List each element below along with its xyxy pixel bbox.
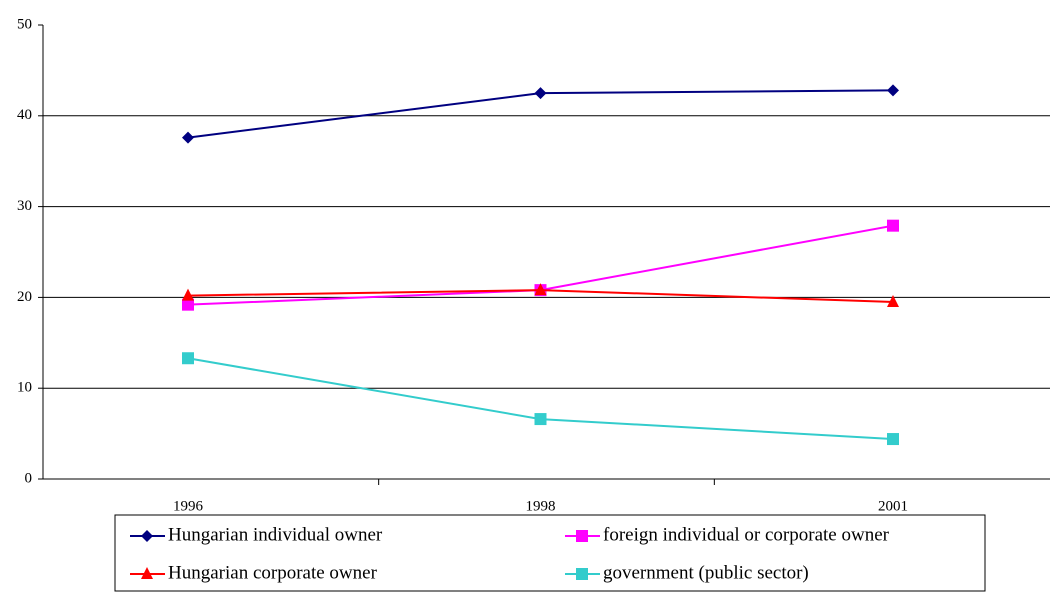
series-line: [187, 357, 894, 441]
legend-label: foreign individual or corporate owner: [603, 524, 890, 545]
x-tick-label: 1998: [526, 498, 556, 514]
y-tick-label: 0: [25, 470, 33, 486]
x-tick-label: 1996: [173, 498, 204, 514]
marker: [887, 433, 899, 446]
marker: [887, 84, 899, 97]
marker: [141, 530, 153, 542]
y-tick-label: 20: [17, 289, 32, 305]
marker: [182, 352, 194, 365]
y-tick-label: 40: [17, 107, 32, 123]
marker: [887, 294, 899, 307]
legend-label: Hungarian corporate owner: [168, 562, 378, 583]
y-tick-label: 50: [17, 16, 32, 32]
y-tick-label: 30: [17, 198, 32, 214]
legend-box: [114, 514, 986, 592]
marker: [534, 413, 547, 426]
x-tick-label: 2001: [878, 498, 908, 514]
legend: Hungarian individual owner foreign indivi…: [130, 524, 890, 583]
marker: [887, 219, 899, 232]
marker: [182, 131, 194, 144]
legend-label: Hungarian individual owner: [168, 524, 383, 545]
marker: [182, 298, 194, 311]
marker: [534, 87, 547, 100]
marker: [534, 283, 547, 296]
legend-label: government (public sector): [603, 562, 809, 583]
y-tick-label: 10: [17, 380, 32, 396]
marker: [576, 568, 588, 580]
marker: [576, 530, 588, 542]
marker: [182, 288, 194, 301]
marker: [141, 567, 153, 579]
